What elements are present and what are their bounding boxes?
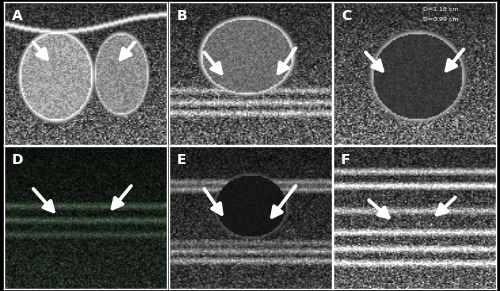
Text: D=1.18 cm: D=1.18 cm [422,7,458,12]
Text: C: C [341,10,351,24]
Text: B: B [176,10,188,24]
Text: E: E [176,153,186,167]
Text: A: A [12,10,23,24]
Text: D=0.99 cm: D=0.99 cm [422,17,458,22]
Text: D: D [12,153,24,167]
Text: F: F [341,153,350,167]
